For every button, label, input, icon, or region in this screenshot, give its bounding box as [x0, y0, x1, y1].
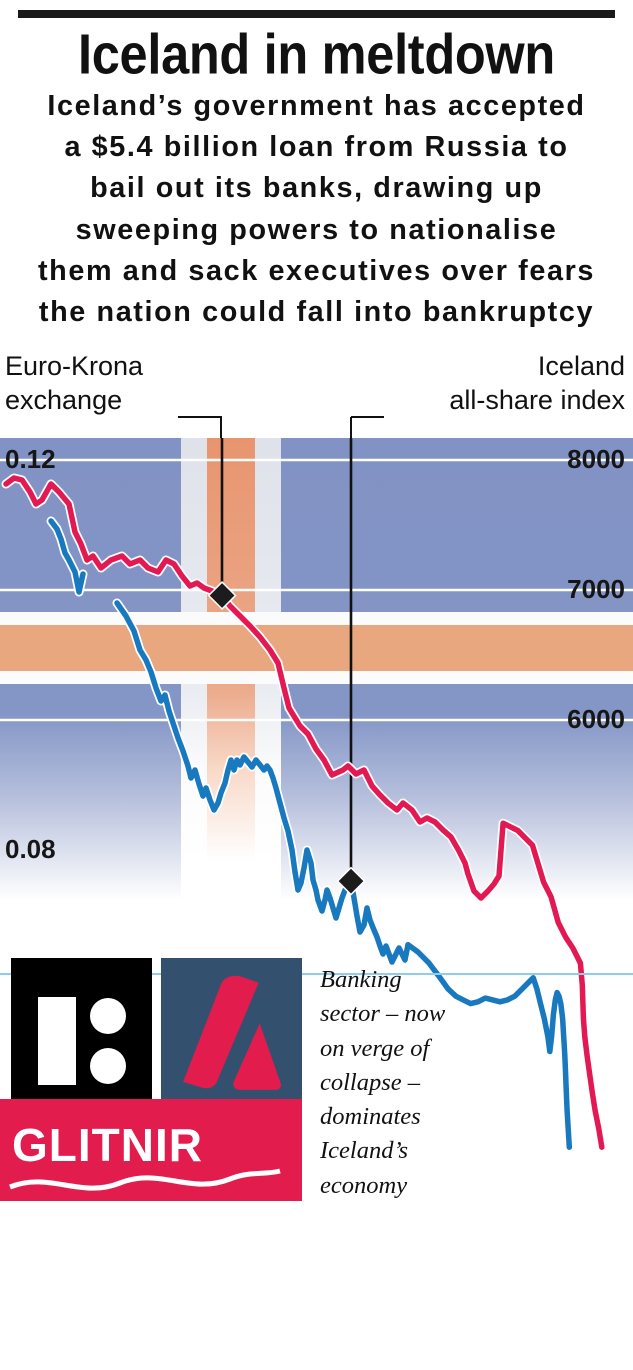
svg-text:GLITNIR: GLITNIR	[12, 1119, 203, 1171]
